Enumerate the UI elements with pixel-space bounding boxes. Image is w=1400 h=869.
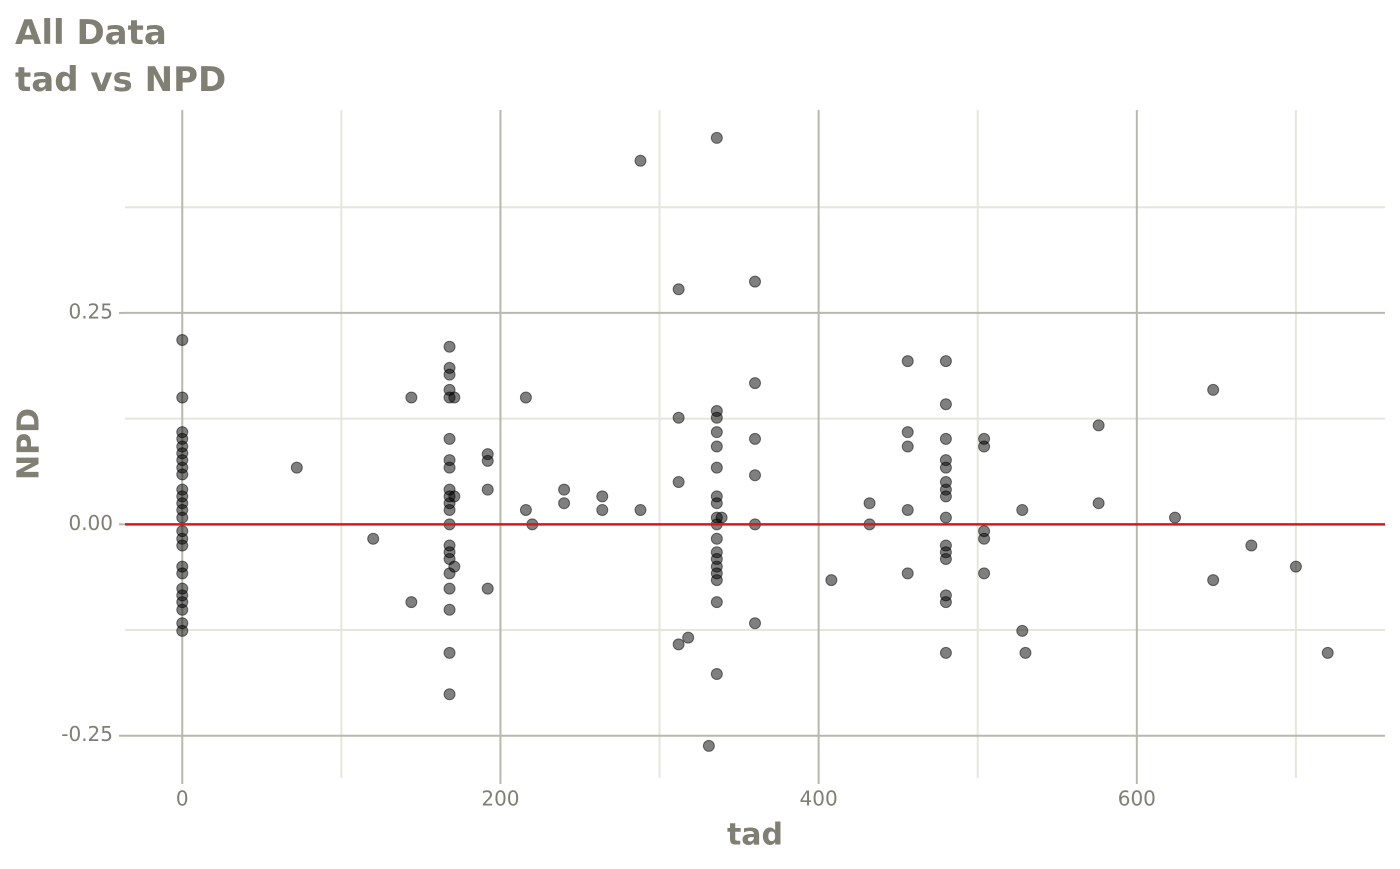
data-point <box>710 440 723 453</box>
data-point <box>1092 497 1105 510</box>
data-point <box>443 688 456 701</box>
data-point <box>367 532 380 545</box>
data-point <box>749 377 761 390</box>
x-tick-label: 600 <box>1118 787 1156 811</box>
data-point <box>176 511 189 524</box>
data-point <box>1016 503 1029 516</box>
data-point <box>710 574 723 587</box>
data-point <box>481 582 494 595</box>
data-point <box>939 432 952 445</box>
data-point <box>978 567 991 580</box>
data-point <box>939 596 952 609</box>
data-point <box>749 275 761 288</box>
data-point <box>939 511 952 524</box>
data-point <box>596 503 609 516</box>
data-point <box>443 582 456 595</box>
data-point <box>176 468 189 481</box>
data-point <box>1169 511 1181 524</box>
data-point <box>443 603 456 616</box>
data-point <box>1245 539 1258 552</box>
data-point <box>710 497 723 510</box>
data-point <box>634 503 647 516</box>
data-point <box>901 503 914 516</box>
data-point <box>710 596 723 609</box>
data-point <box>448 560 461 573</box>
data-point <box>176 624 189 637</box>
data-point <box>443 461 456 474</box>
data-point <box>978 440 991 453</box>
data-point <box>710 426 723 439</box>
data-point <box>176 539 189 552</box>
data-point <box>672 638 685 651</box>
data-point <box>939 461 952 474</box>
data-point <box>1019 646 1032 659</box>
data-point <box>1321 646 1334 659</box>
data-point <box>443 368 456 381</box>
data-point <box>749 617 761 630</box>
data-point <box>710 411 723 424</box>
data-point <box>863 497 876 510</box>
data-point <box>710 131 723 144</box>
data-point <box>634 154 647 167</box>
y-tick-label: 0.25 <box>68 299 113 323</box>
data-point <box>1207 574 1220 587</box>
data-point <box>519 503 532 516</box>
data-point <box>901 567 914 580</box>
data-point <box>443 503 456 516</box>
data-point <box>405 596 418 609</box>
data-point <box>710 461 723 474</box>
data-point <box>715 511 728 524</box>
x-axis-label: tad <box>727 818 783 853</box>
data-point <box>481 454 494 467</box>
data-point <box>405 391 418 404</box>
data-point <box>749 469 761 482</box>
data-point <box>1207 383 1220 396</box>
y-tick-label: -0.25 <box>61 722 113 746</box>
data-point <box>978 532 991 545</box>
data-point <box>448 490 461 503</box>
data-point <box>939 355 952 368</box>
data-point <box>448 391 461 404</box>
data-point <box>558 483 571 496</box>
data-point <box>176 333 189 346</box>
data-point <box>702 739 715 752</box>
data-point <box>519 391 532 404</box>
data-point <box>176 567 189 580</box>
y-tick-label: 0.00 <box>68 511 113 535</box>
data-point <box>901 355 914 368</box>
data-point <box>1092 419 1105 432</box>
data-point <box>749 432 761 445</box>
data-point <box>672 476 685 489</box>
data-point <box>710 532 723 545</box>
data-point <box>596 490 609 503</box>
data-point <box>443 646 456 659</box>
data-point <box>939 398 952 411</box>
data-point <box>939 552 952 565</box>
data-point <box>901 426 914 439</box>
data-point <box>176 391 189 404</box>
data-point <box>672 283 685 296</box>
data-point <box>481 483 494 496</box>
x-tick-label: 400 <box>800 787 838 811</box>
data-point <box>939 490 952 503</box>
chart-title: All Data <box>15 13 167 53</box>
data-point <box>443 432 456 445</box>
data-point <box>290 461 303 474</box>
data-point <box>710 667 723 680</box>
y-axis-label: NPD <box>12 408 47 480</box>
data-point <box>825 574 838 587</box>
data-point <box>558 497 571 510</box>
data-point <box>1016 624 1029 637</box>
data-point <box>443 340 456 353</box>
data-point <box>901 440 914 453</box>
data-point <box>1289 560 1302 573</box>
data-point <box>176 603 189 616</box>
data-point <box>682 631 695 644</box>
data-point <box>672 411 685 424</box>
x-tick-label: 200 <box>481 787 519 811</box>
x-tick-label: 0 <box>176 787 189 811</box>
chart-subtitle: tad vs NPD <box>15 60 226 100</box>
data-point <box>939 646 952 659</box>
